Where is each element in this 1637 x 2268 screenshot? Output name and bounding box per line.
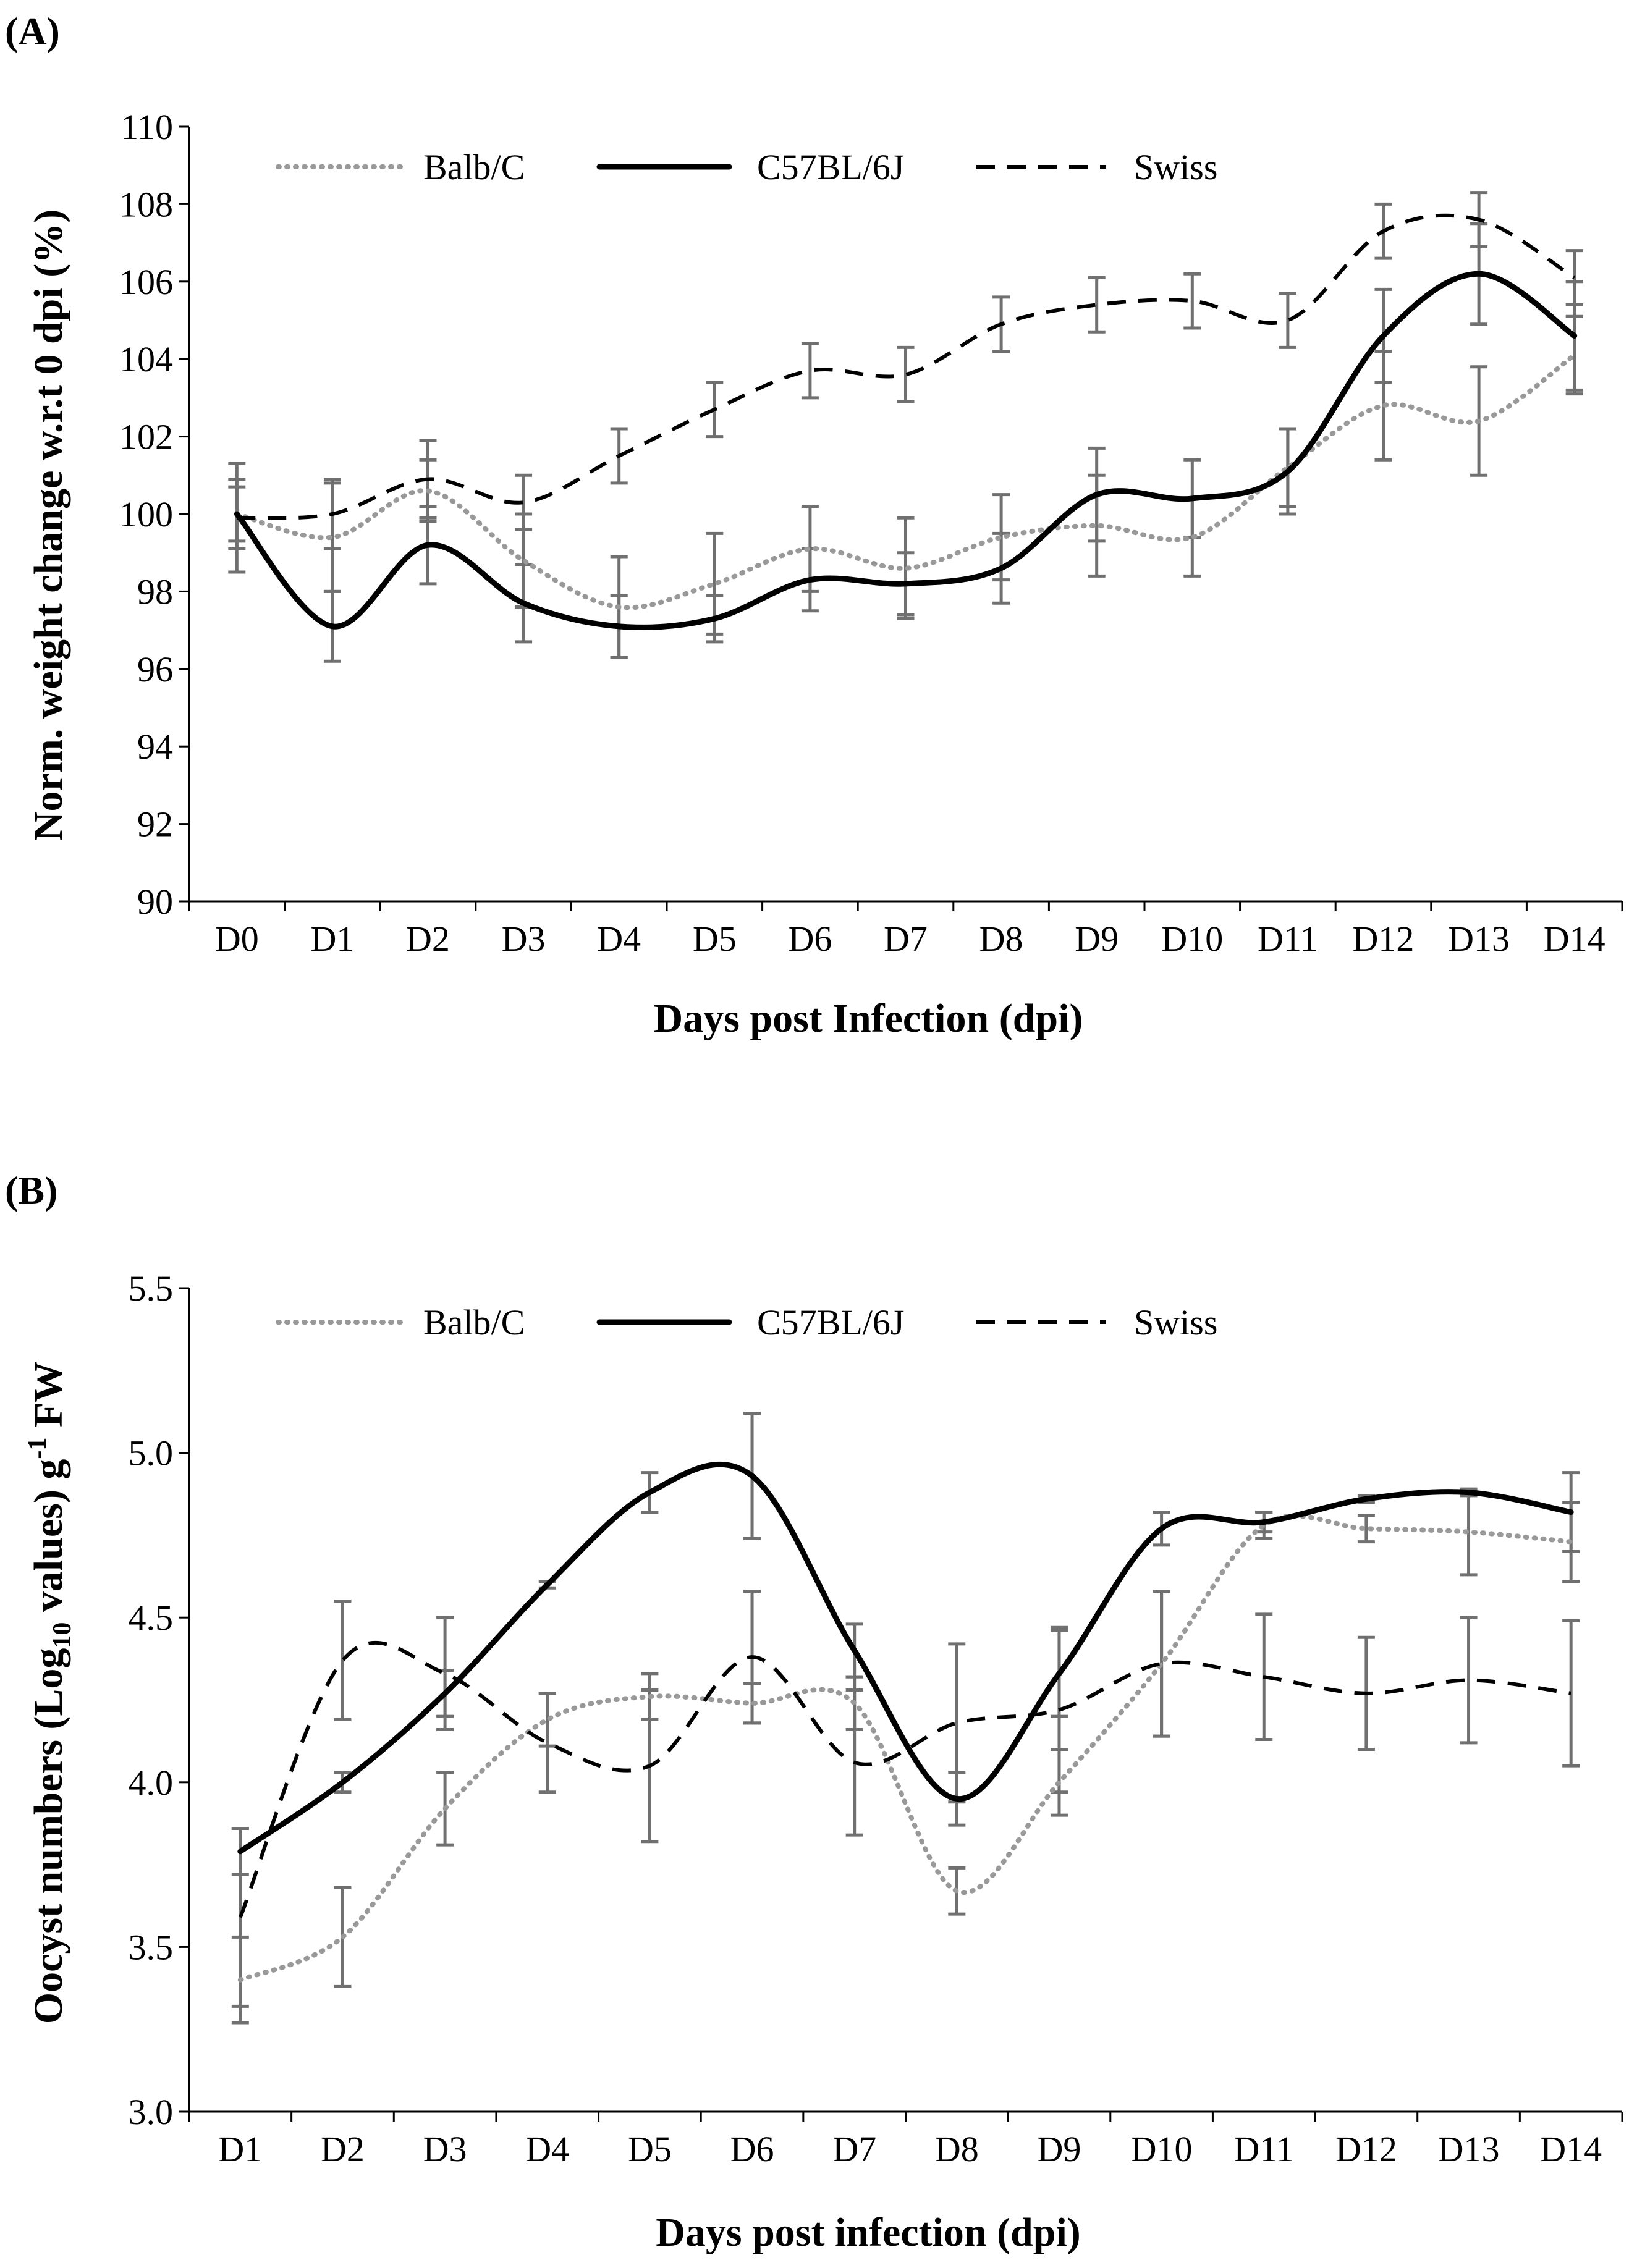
panel-b-y-tick-label: 5.5 — [129, 1268, 174, 1309]
panel-a-x-tick-label-d0: D0 — [215, 919, 259, 959]
panel-a-chart: (A) 90 92 94 96 98 100 102 104 106 108 110 D0 D1 D2 D3… — [5, 9, 1623, 1041]
panel-a-tick-labels: 90 92 94 96 98 100 102 104 106 108 110 D0 D1 D2 D3 D4 D5… — [119, 107, 1605, 959]
panel-a-error-bar-swiss — [1565, 249, 1583, 306]
panel-a-y-axis-title: Norm. weight change w.r.t 0 dpi (%) — [26, 209, 71, 841]
panel-a-y-tick-label: 106 — [119, 262, 173, 302]
panel-b-series-line-balb-c — [237, 1513, 1574, 1983]
panel-a-y-tick-label: 94 — [137, 727, 173, 767]
panel-a-y-tick-label: 96 — [137, 649, 173, 689]
panel-b-error-bar-swiss — [948, 1642, 966, 1804]
panel-b-y-tick-label: 4.0 — [129, 1763, 174, 1803]
panel-a-x-tick-label-d9: D9 — [1075, 919, 1119, 959]
panel-a-series-line-c57bl-6j — [234, 271, 1578, 630]
panel-a-label: (A) — [5, 9, 60, 53]
panel-b-y-title-part1: Oocyst numbers (Log — [26, 1648, 71, 2025]
panel-a-x-tick-label-d5: D5 — [693, 919, 737, 959]
panel-a-x-tick-label-d7: D7 — [884, 919, 928, 959]
panel-a-error-bar-swiss — [897, 345, 915, 403]
panel-b-x-tick-label-d13: D13 — [1438, 2129, 1500, 2169]
panel-a-y-tick-label: 108 — [119, 184, 173, 224]
panel-a-x-tick-label-d6: D6 — [788, 919, 832, 959]
panel-b-axes — [179, 1287, 1623, 2122]
panel-a-x-tick-label-d8: D8 — [979, 919, 1023, 959]
panel-a-x-tick-label-d2: D2 — [406, 919, 450, 959]
panel-b-y-tick-label: 5.0 — [129, 1433, 174, 1473]
panel-b-legend-label-swiss: Swiss — [1134, 1302, 1217, 1343]
panel-b-label: (B) — [5, 1168, 57, 1212]
panel-b-x-tick-label-d4: D4 — [525, 2129, 569, 2169]
panel-b-y-title-sup: -1 — [23, 1438, 52, 1459]
panel-a-error-bar-swiss — [515, 473, 533, 531]
panel-a-axes — [179, 125, 1623, 911]
panel-b-x-axis-title: Days post infection (dpi) — [656, 2210, 1081, 2255]
panel-a-x-tick-label-d11: D11 — [1258, 919, 1318, 959]
panel-b-y-tick-label: 4.5 — [129, 1598, 174, 1638]
panel-a-error-bar-swiss — [1279, 292, 1296, 349]
panel-b-chart: (B) 3.0 3.5 4.0 4.5 5.0 5.5 D1 D2 D3 D4 D5 D6 D7 D8 D9… — [5, 1168, 1623, 2255]
panel-a-x-axis-title: Days post Infection (dpi) — [654, 996, 1083, 1041]
panel-a-y-tick-label: 92 — [137, 804, 173, 845]
panel-a-legend-label-balb-c: Balb/C — [423, 147, 525, 187]
panel-a-x-tick-label-d4: D4 — [597, 919, 641, 959]
panel-a-y-tick-label: 100 — [119, 494, 173, 534]
panel-a-legend-label-c57bl-6j: C57BL/6J — [757, 147, 905, 187]
panel-a-error-bars — [228, 191, 1583, 663]
panel-b-tick-labels: 3.0 3.5 4.0 4.5 5.0 5.5 D1 D2 D3 D4 D5 D6 D7 D8 D9 D10 D… — [129, 1268, 1602, 2169]
panel-a-error-bar-swiss — [1088, 276, 1106, 334]
panel-b-x-tick-label-d11: D11 — [1233, 2129, 1294, 2169]
panel-b-y-title-sub: 10 — [48, 1622, 77, 1648]
panel-a-x-tick-label-d12: D12 — [1353, 919, 1415, 959]
panel-b-x-tick-label-d14: D14 — [1540, 2129, 1602, 2169]
panel-b-x-tick-label-d7: D7 — [832, 2129, 876, 2169]
panel-b-error-bar-swiss — [436, 1616, 454, 1731]
panel-b-x-tick-label-d1: D1 — [218, 2129, 262, 2169]
panel-b-series-line-swiss — [239, 1640, 1571, 1918]
panel-b-error-bar-swiss — [334, 1600, 352, 1721]
panel-b-x-tick-label-d8: D8 — [935, 2129, 979, 2169]
panel-a-y-tick-label: 90 — [137, 882, 173, 922]
panel-b-series-line-c57bl-6j — [237, 1461, 1574, 1855]
panel-a-error-bar-swiss — [801, 342, 819, 400]
panel-a-x-tick-label-d1: D1 — [310, 919, 354, 959]
panel-a-y-tick-label: 98 — [137, 571, 173, 612]
panel-a-series-line-swiss — [237, 213, 1576, 520]
panel-b-y-title-part2: values) g — [26, 1459, 71, 1622]
panel-b-x-tick-label-d10: D10 — [1131, 2129, 1193, 2169]
panel-b-x-tick-label-d2: D2 — [321, 2129, 365, 2169]
panel-b-y-tick-label: 3.0 — [129, 2092, 174, 2132]
panel-a-x-tick-label-d13: D13 — [1448, 919, 1510, 959]
panel-b-series-lines — [237, 1461, 1574, 1983]
panel-b-error-bar-balb-c — [1357, 1514, 1375, 1544]
panel-b-legend: Balb/C C57BL/6J Swiss — [276, 1302, 1217, 1343]
panel-b-error-bars — [231, 1412, 1580, 2025]
panel-b-x-tick-label-d6: D6 — [730, 2129, 774, 2169]
panel-a-y-tick-label: 110 — [121, 107, 173, 147]
panel-b-legend-label-c57bl-6j: C57BL/6J — [757, 1302, 905, 1343]
panel-a-series-line-balb-c — [234, 352, 1577, 610]
panel-b-legend-label-balb-c: Balb/C — [423, 1302, 525, 1343]
panel-a-legend-label-swiss: Swiss — [1134, 147, 1217, 187]
panel-a-legend: Balb/C C57BL/6J Swiss — [276, 147, 1217, 187]
panel-a-series-lines — [234, 213, 1578, 630]
panel-a-x-tick-label-d10: D10 — [1161, 919, 1223, 959]
panel-a-y-tick-label: 104 — [119, 339, 173, 379]
panel-a-error-bar-swiss — [1183, 272, 1201, 330]
panel-b-x-tick-label-d9: D9 — [1038, 2129, 1081, 2169]
panel-a-x-tick-label-d14: D14 — [1544, 919, 1605, 959]
panel-a-x-tick-label-d3: D3 — [502, 919, 546, 959]
panel-b-y-axis-title: Oocyst numbers (Log10 values) g-1 FW — [23, 1362, 77, 2025]
panel-b-error-bar-swiss — [1460, 1616, 1478, 1745]
panel-b-x-tick-label-d12: D12 — [1335, 2129, 1397, 2169]
panel-b-y-title-part3: FW — [26, 1362, 71, 1438]
panel-b-error-bar-swiss — [538, 1692, 556, 1794]
panel-a-y-tick-label: 102 — [119, 417, 173, 457]
panel-b-x-tick-label-d3: D3 — [423, 2129, 467, 2169]
panel-b-x-tick-label-d5: D5 — [628, 2129, 672, 2169]
panel-b-y-tick-label: 3.5 — [129, 1927, 174, 1967]
